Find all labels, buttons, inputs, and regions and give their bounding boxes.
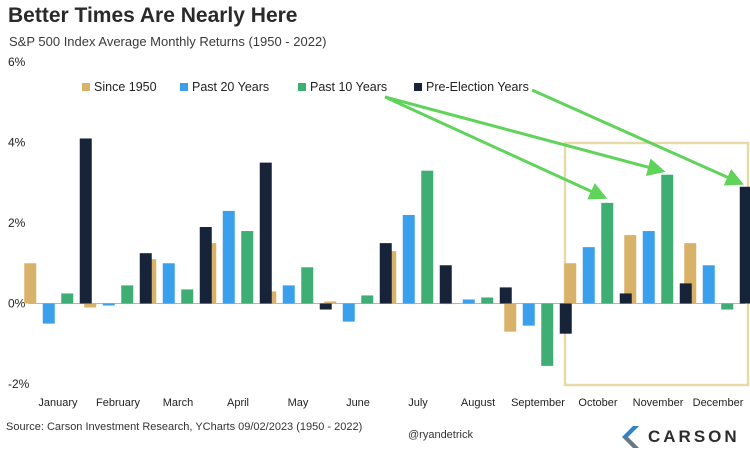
bar-chart: -2% 0% 2% 4% 6% January February March April May… — [8, 55, 750, 409]
logo-text: CARSON — [648, 427, 740, 446]
y-tick-label: -2% — [8, 377, 30, 391]
legend-item: Since 1950 — [82, 80, 157, 94]
bar-past-10-years-january — [61, 293, 74, 304]
bar-pre-election-years-december — [739, 186, 750, 304]
bar-pre-election-years-august — [499, 287, 512, 304]
legend-swatch — [298, 83, 306, 91]
annotation-arrow — [384, 95, 666, 176]
legend-label: Past 10 Years — [310, 80, 387, 94]
bar-pre-election-years-january — [79, 138, 92, 304]
legend-label: Past 20 Years — [192, 80, 269, 94]
bar-past-10-years-october — [601, 202, 614, 304]
bar-past-20-years-june — [342, 303, 355, 322]
y-tick-label: 2% — [8, 216, 26, 230]
bar-since-1950-october — [564, 263, 577, 304]
bar-past-20-years-august — [462, 299, 475, 304]
bar-pre-election-years-september — [559, 303, 572, 334]
bar-pre-election-years-june — [379, 243, 392, 304]
bar-pre-election-years-february — [139, 253, 152, 304]
bar-pre-election-years-march — [199, 227, 212, 304]
bar-pre-election-years-april — [259, 162, 272, 304]
bar-past-10-years-march — [181, 289, 194, 304]
bar-since-1950-february — [84, 303, 97, 308]
bar-past-10-years-december — [721, 303, 734, 310]
x-tick-label: August — [461, 397, 495, 409]
bar-past-20-years-september — [522, 303, 535, 326]
bar-past-10-years-august — [481, 297, 494, 304]
legend-swatch — [180, 83, 188, 91]
x-tick-label: January — [38, 397, 78, 409]
x-tick-label: February — [96, 397, 141, 409]
bar-past-20-years-march — [162, 263, 175, 304]
bar-since-1950-november — [624, 235, 637, 304]
chart-title: Better Times Are Nearly Here — [8, 4, 298, 27]
bar-past-10-years-april — [241, 231, 254, 304]
bar-past-20-years-january — [42, 303, 55, 324]
author-handle: @ryandetrick — [408, 429, 473, 441]
x-tick-label: November — [633, 397, 684, 409]
bar-pre-election-years-october — [619, 293, 632, 304]
x-tick-label: October — [578, 397, 617, 409]
legend-item: Past 10 Years — [298, 80, 387, 94]
y-tick-label: 6% — [8, 55, 26, 69]
x-tick-label: September — [511, 397, 565, 409]
bar-past-20-years-july — [402, 214, 415, 304]
bar-pre-election-years-july — [439, 265, 452, 304]
bar-past-20-years-april — [222, 210, 235, 304]
bar-since-1950-august — [444, 303, 457, 305]
carson-logo-icon — [622, 426, 639, 448]
carson-logo: CARSON — [620, 424, 740, 450]
legend-swatch — [414, 83, 422, 91]
bar-past-10-years-june — [361, 295, 374, 304]
bar-past-10-years-july — [421, 170, 434, 304]
bar-past-10-years-november — [661, 174, 674, 304]
bar-past-10-years-february — [121, 285, 134, 304]
annotation-arrow — [384, 95, 608, 200]
bar-past-20-years-october — [582, 247, 595, 304]
bar-since-1950-september — [504, 303, 517, 332]
bar-pre-election-years-november — [679, 283, 692, 304]
bar-pre-election-years-may — [319, 303, 332, 310]
y-tick-label: 0% — [8, 297, 26, 311]
x-tick-label: March — [163, 397, 194, 409]
source-note: Source: Carson Investment Research, YCha… — [6, 421, 363, 433]
bar-past-20-years-may — [282, 285, 295, 304]
legend-item: Pre-Election Years — [414, 80, 529, 94]
bar-past-20-years-december — [702, 265, 715, 304]
x-tick-label: May — [288, 397, 309, 409]
x-tick-label: December — [693, 397, 744, 409]
x-tick-label: April — [227, 397, 249, 409]
bar-since-1950-june — [324, 301, 337, 304]
x-tick-label: July — [408, 397, 428, 409]
annotation-arrow — [531, 88, 744, 186]
x-tick-label: June — [346, 397, 370, 409]
legend-swatch — [82, 83, 90, 91]
bar-past-10-years-may — [301, 267, 314, 304]
legend-label: Pre-Election Years — [426, 80, 529, 94]
legend-label: Since 1950 — [94, 80, 157, 94]
chart-subtitle: S&P 500 Index Average Monthly Returns (1… — [9, 34, 327, 49]
legend-item: Past 20 Years — [180, 80, 269, 94]
bar-past-20-years-november — [642, 231, 655, 304]
y-tick-label: 4% — [8, 136, 26, 150]
bar-since-1950-january — [24, 263, 37, 304]
bar-past-10-years-september — [541, 303, 554, 366]
bar-past-20-years-february — [102, 303, 115, 306]
